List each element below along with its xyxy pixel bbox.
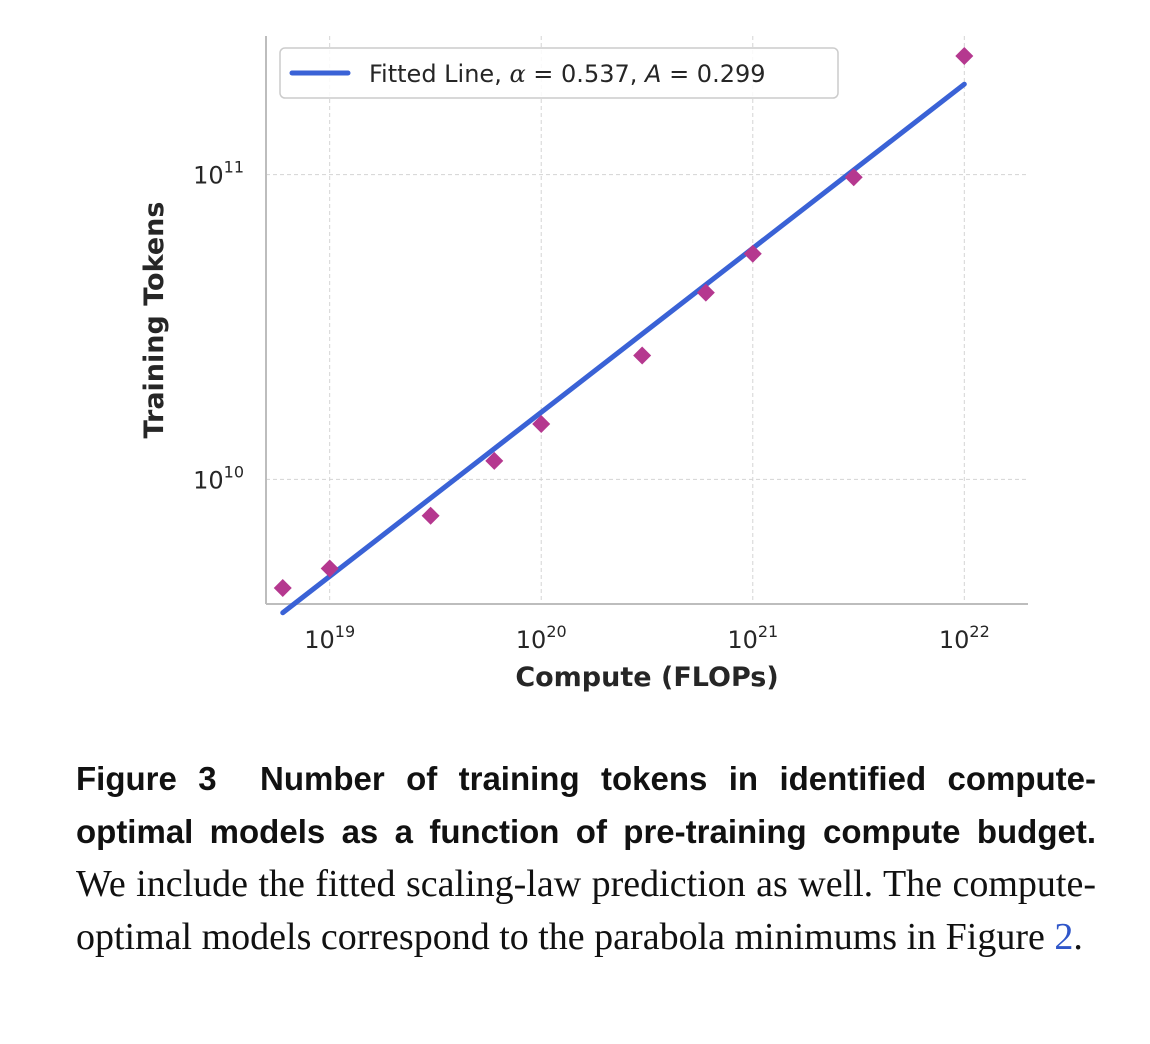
data-point [421,506,440,525]
data-point [320,559,339,578]
caption-label: Figure 3 [76,760,217,797]
x-axis-label: Compute (FLOPs) [515,662,778,693]
fitted-line [280,81,967,616]
caption-bold-text: Number of training tokens in identified … [76,760,1096,850]
legend-box [279,47,839,99]
legend-label: Fitted Line, α = 0.537, A = 0.299 [369,60,766,88]
y-axis-label: Training Tokens [139,202,170,439]
chart: 1019 1020 1021 1022 1010 1011 Compute (FLOPs)… [139,36,1028,693]
tick-labels: 1019 1020 1021 1022 1010 1011 [193,158,990,654]
legend-A-value: = 0.299 [661,60,765,88]
axes [265,36,1028,605]
x-tick-label: 1022 [939,622,990,654]
x-tick-label: 1020 [516,622,567,654]
y-tick-label: 1011 [193,158,244,190]
data-point [696,283,715,302]
legend-A-symbol: A [643,60,661,88]
grid-lines [266,36,1028,604]
figure-caption: Figure 3 Number of training tokens in id… [76,752,1096,964]
legend: Fitted Line, α = 0.537, A = 0.299 [279,47,839,99]
legend-series-name: Fitted Line, [369,60,509,88]
data-point [273,579,292,598]
data-point [844,168,863,187]
legend-alpha-value: = 0.537, [526,60,645,88]
x-tick-label: 1021 [727,622,778,654]
figure-ref-link[interactable]: 2 [1054,916,1074,958]
caption-end: . [1073,916,1083,958]
data-point [743,244,762,263]
caption-text: We include the fitted scaling-law predic… [76,863,1096,958]
x-tick-label: 1019 [304,622,355,654]
plot-series [273,47,974,616]
data-point [955,47,974,66]
legend-alpha-symbol: α [509,60,525,88]
data-point [633,346,652,365]
data-point [485,451,504,470]
y-tick-label: 1010 [193,462,244,494]
data-point [532,414,551,433]
